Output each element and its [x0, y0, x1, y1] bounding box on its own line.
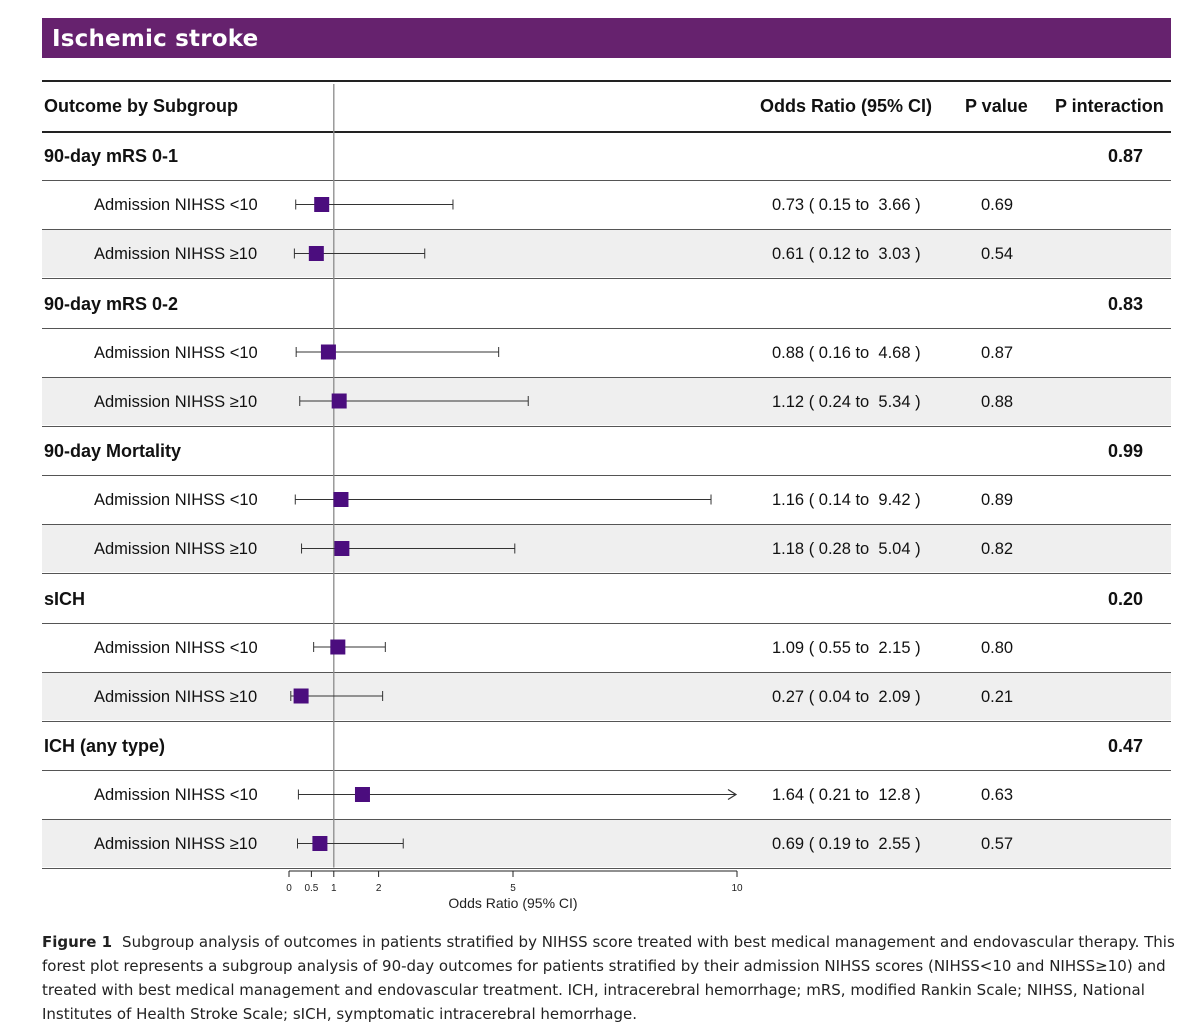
row-odds-ratio: 0.73 ( 0.15 to 3.66 ) — [772, 196, 921, 214]
row-rule — [42, 573, 1171, 574]
section-title: 90-day mRS 0-1 — [44, 146, 179, 166]
row-subgroup-label: Admission NIHSS <10 — [94, 343, 258, 362]
row-odds-ratio: 0.61 ( 0.12 to 3.03 ) — [772, 245, 921, 263]
forest-plot: 0 0.5 1 2 5 10 Odds Ratio (95% CI) — [286, 84, 743, 911]
x-tick-label: 5 — [510, 883, 516, 894]
row-p-value: 0.21 — [981, 687, 1014, 706]
row-subgroup-label: Admission NIHSS ≥10 — [94, 835, 258, 853]
row-p-value: 0.54 — [981, 245, 1014, 263]
section-title: 90-day mRS 0-2 — [44, 293, 179, 314]
section-rule — [42, 327, 1171, 329]
point-estimate-marker — [308, 246, 324, 261]
row-subgroup-label: Admission NIHSS ≥10 — [94, 687, 258, 706]
row-rule — [42, 720, 1171, 722]
header-rule — [42, 131, 1171, 133]
section-title: 90-day Mortality — [44, 441, 182, 461]
point-estimate-marker — [314, 197, 330, 212]
point-estimate-marker — [312, 836, 328, 851]
row-p-value: 0.88 — [981, 392, 1014, 411]
point-estimate-marker — [334, 541, 350, 556]
section-p-interaction: 0.20 — [1107, 588, 1143, 609]
x-axis-label: Odds Ratio (95% CI) — [448, 895, 577, 911]
header-p-interaction: P interaction — [1055, 96, 1164, 116]
section-rule — [42, 622, 1171, 624]
x-tick-label: 2 — [376, 883, 382, 894]
section-rule — [42, 770, 1171, 771]
section-p-interaction: 0.83 — [1107, 293, 1143, 314]
section-banner: Ischemic stroke — [42, 18, 1171, 58]
caption-text: Subgroup analysis of outcomes in patient… — [42, 933, 1175, 1023]
row-p-value: 0.63 — [981, 786, 1014, 804]
section-p-interaction: 0.99 — [1107, 441, 1143, 461]
section-rule — [42, 475, 1171, 476]
figure-caption: Figure 1 Subgroup analysis of outcomes in… — [42, 930, 1177, 1026]
header-odds-ratio: Odds Ratio (95% CI) — [760, 96, 933, 116]
row-odds-ratio: 1.09 ( 0.55 to 2.15 ) — [772, 638, 921, 657]
row-p-value: 0.69 — [981, 196, 1014, 214]
row-odds-ratio: 1.64 ( 0.21 to 12.8 ) — [772, 786, 921, 804]
point-estimate-marker — [331, 393, 347, 409]
point-estimate-marker — [320, 344, 336, 360]
row-subgroup-label: Admission NIHSS ≥10 — [94, 392, 258, 411]
row-band — [42, 376, 1171, 425]
row-p-value: 0.80 — [981, 638, 1014, 657]
row-rule — [42, 278, 1171, 279]
row-band — [42, 524, 1171, 572]
x-tick-label: 10 — [731, 883, 743, 894]
row-rule — [42, 868, 1171, 869]
table-top-rule — [42, 80, 1171, 82]
row-subgroup-label: Admission NIHSS <10 — [94, 491, 258, 509]
section-p-interaction: 0.47 — [1107, 736, 1143, 756]
row-subgroup-label: Admission NIHSS ≥10 — [94, 245, 258, 263]
point-estimate-marker — [333, 492, 349, 507]
row-subgroup-label: Admission NIHSS <10 — [94, 786, 258, 804]
row-band — [42, 819, 1171, 867]
section-p-interaction: 0.87 — [1107, 146, 1143, 166]
row-odds-ratio: 0.88 ( 0.16 to 4.68 ) — [772, 343, 921, 362]
x-tick-label: 0 — [286, 883, 292, 894]
section-title: ICH (any type) — [44, 736, 166, 756]
row-rule — [42, 425, 1171, 427]
row-p-value: 0.82 — [981, 540, 1014, 558]
row-subgroup-label: Admission NIHSS <10 — [94, 638, 258, 657]
row-band — [42, 229, 1171, 277]
row-band — [42, 671, 1171, 720]
ci-truncation-arrow — [727, 788, 738, 801]
x-tick-label: 0.5 — [304, 883, 318, 894]
row-p-value: 0.87 — [981, 343, 1014, 362]
row-odds-ratio: 1.18 ( 0.28 to 5.04 ) — [772, 540, 921, 558]
row-odds-ratio: 0.27 ( 0.04 to 2.09 ) — [772, 687, 921, 706]
header-p-value: P value — [965, 96, 1028, 116]
row-rule — [42, 524, 1171, 525]
row-rule — [42, 671, 1171, 673]
row-p-value: 0.89 — [981, 491, 1014, 509]
figure-label: Figure 1 — [42, 933, 113, 951]
row-subgroup-label: Admission NIHSS ≥10 — [94, 540, 258, 558]
row-rule — [42, 376, 1171, 378]
point-estimate-marker — [354, 787, 370, 802]
row-p-value: 0.57 — [981, 835, 1014, 853]
row-rule — [42, 229, 1171, 230]
row-odds-ratio: 0.69 ( 0.19 to 2.55 ) — [772, 835, 921, 853]
header-outcome: Outcome by Subgroup — [44, 96, 239, 116]
point-estimate-marker — [330, 639, 346, 655]
row-subgroup-label: Admission NIHSS <10 — [94, 196, 258, 214]
row-rule — [42, 819, 1171, 820]
row-odds-ratio: 1.12 ( 0.24 to 5.34 ) — [772, 392, 921, 411]
point-estimate-marker — [293, 688, 309, 704]
section-rule — [42, 180, 1171, 181]
x-tick-label: 1 — [331, 883, 337, 894]
section-title: sICH — [44, 588, 86, 609]
row-odds-ratio: 1.16 ( 0.14 to 9.42 ) — [772, 491, 921, 509]
